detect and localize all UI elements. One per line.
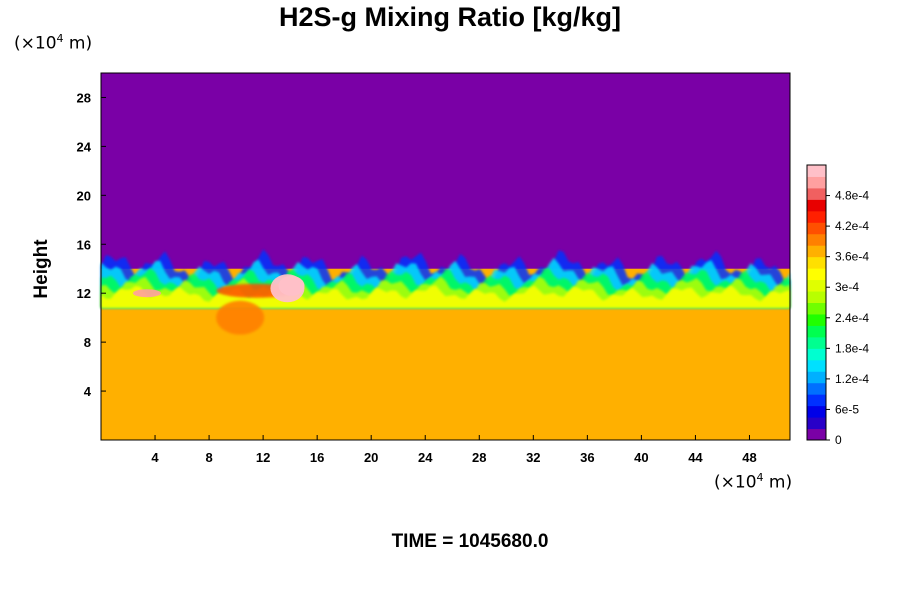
colorbar-segment bbox=[807, 256, 826, 269]
colorbar-segment bbox=[807, 359, 826, 372]
colorbar-segment bbox=[807, 336, 826, 349]
colorbar-segment bbox=[807, 382, 826, 395]
colorbar-tick-label: 0 bbox=[835, 433, 842, 447]
colorbar-segment bbox=[807, 279, 826, 292]
colorbar-tick-label: 2.4e-4 bbox=[835, 311, 869, 325]
colorbar-segment bbox=[807, 405, 826, 418]
colorbar-segment bbox=[807, 165, 826, 177]
colorbar-frame bbox=[806, 164, 827, 441]
x-tick-label: 44 bbox=[688, 450, 703, 465]
x-tick-label: 24 bbox=[418, 450, 433, 465]
colorbar-segment bbox=[807, 417, 826, 430]
y-unit-label: (×104 m) bbox=[14, 32, 93, 54]
colorbar-tick-label: 4.8e-4 bbox=[835, 189, 869, 203]
y-tick-label: 8 bbox=[84, 335, 91, 350]
colorbar-segment bbox=[807, 199, 826, 212]
plume-orange bbox=[216, 300, 265, 335]
colorbar-tick-label: 3.6e-4 bbox=[835, 250, 869, 264]
plume-peak bbox=[278, 275, 305, 296]
colorbar-segment bbox=[807, 233, 826, 246]
colorbar-tick-label: 1.8e-4 bbox=[835, 341, 869, 355]
chart-title: H2S-g Mixing Ratio [kg/kg] bbox=[278, 2, 621, 32]
colorbar-segment bbox=[807, 268, 826, 281]
colorbar-segment bbox=[807, 371, 826, 384]
time-label: TIME = 1045680.0 bbox=[391, 531, 549, 552]
y-tick-label: 20 bbox=[77, 188, 91, 203]
y-tick-label: 28 bbox=[77, 90, 91, 105]
x-tick-label: 20 bbox=[364, 450, 378, 465]
colorbar-segment bbox=[807, 210, 826, 223]
plot-area bbox=[100, 72, 791, 441]
x-tick-label: 28 bbox=[472, 450, 486, 465]
y-tick-label: 12 bbox=[77, 286, 91, 301]
colorbar-segment bbox=[807, 313, 826, 326]
colorbar-segment bbox=[807, 176, 826, 189]
x-tick-label: 48 bbox=[742, 450, 756, 465]
colorbar-segment bbox=[807, 187, 826, 200]
colorbar-tick-label: 6e-5 bbox=[835, 402, 859, 416]
colorbar-segment bbox=[807, 394, 826, 407]
x-axis: 4 8 12 16 20 24 28 32 36 40 44 48 bbox=[151, 435, 757, 465]
plume-left-red bbox=[132, 289, 161, 298]
y-tick-label: 24 bbox=[77, 139, 92, 154]
x-tick-label: 36 bbox=[580, 450, 594, 465]
colorbar-segment bbox=[807, 291, 826, 303]
colorbar-segment bbox=[807, 325, 826, 338]
x-tick-label: 40 bbox=[634, 450, 648, 465]
x-tick-label: 32 bbox=[526, 450, 540, 465]
colorbar-segment bbox=[807, 245, 826, 258]
y-tick-label: 4 bbox=[84, 384, 92, 399]
x-tick-label: 12 bbox=[256, 450, 270, 465]
y-tick-label: 16 bbox=[77, 237, 91, 252]
colorbar-segment bbox=[807, 222, 826, 235]
x-tick-label: 16 bbox=[310, 450, 324, 465]
x-unit-label: (×104 m) bbox=[714, 471, 793, 493]
x-tick-label: 8 bbox=[205, 450, 212, 465]
y-axis: 4 8 12 16 20 24 28 bbox=[77, 90, 106, 399]
x-tick-label: 4 bbox=[151, 450, 159, 465]
colorbar-segment bbox=[807, 302, 826, 315]
plot-frame bbox=[100, 72, 791, 441]
colorbar: 0 6e-5 1.2e-4 1.8e-4 2.4e-4 3e-4 3.6e-4 4.2e-4 4… bbox=[806, 164, 869, 447]
colorbar-tick-label: 3e-4 bbox=[835, 280, 859, 294]
colorbar-segment bbox=[807, 428, 826, 441]
colorbar-segment bbox=[807, 348, 826, 361]
colorbar-tick-label: 4.2e-4 bbox=[835, 219, 869, 233]
colorbar-tick-label: 1.2e-4 bbox=[835, 372, 869, 386]
